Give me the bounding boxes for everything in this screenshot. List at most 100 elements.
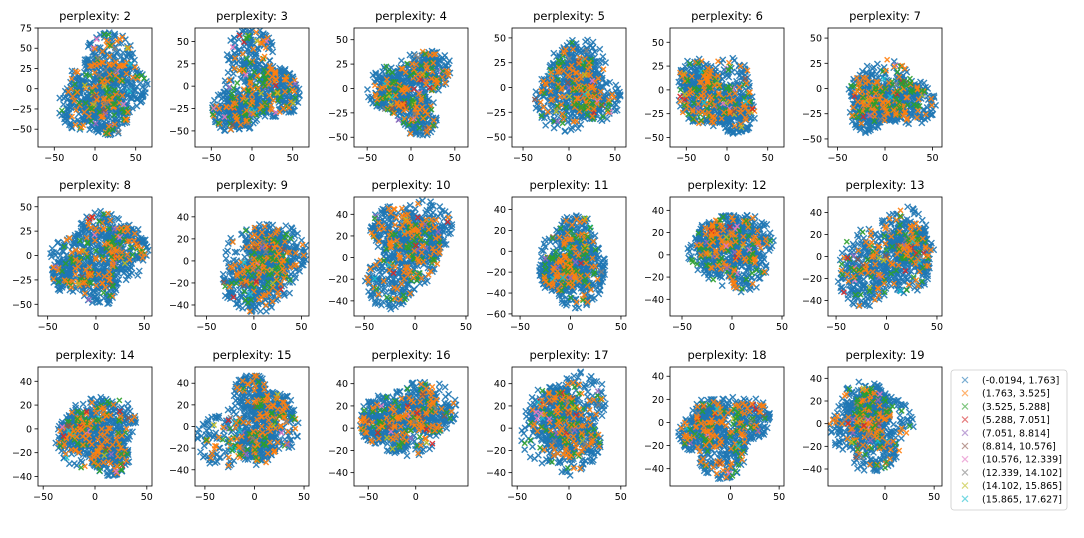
- data-point: [269, 48, 277, 56]
- data-point: [115, 95, 122, 102]
- data-point: [598, 101, 605, 108]
- data-point: [270, 97, 277, 104]
- y-tick-label: −50: [644, 133, 664, 144]
- data-point: [71, 81, 78, 88]
- data-point: [703, 74, 710, 81]
- data-point: [563, 104, 570, 111]
- data-point: [374, 96, 381, 103]
- data-point: [261, 112, 269, 120]
- data-point: [573, 70, 580, 77]
- data-point: [584, 112, 591, 119]
- data-point: [700, 73, 707, 80]
- data-point: [856, 79, 863, 86]
- data-point: [904, 94, 911, 101]
- data-point: [282, 88, 289, 95]
- data-point: [890, 89, 897, 96]
- data-point: [250, 110, 257, 117]
- x-tick-label: 50: [449, 153, 461, 164]
- data-point: [392, 92, 399, 99]
- data-point: [570, 46, 577, 53]
- data-point: [589, 77, 596, 84]
- data-point: [715, 73, 722, 80]
- data-point: [877, 92, 884, 99]
- data-point: [120, 83, 128, 91]
- y-tick-label: −50: [169, 126, 189, 137]
- data-point: [442, 79, 449, 86]
- y-tick-label: 25: [336, 60, 348, 71]
- data-point: [260, 109, 267, 116]
- data-point: [609, 91, 616, 98]
- data-point: [74, 89, 81, 96]
- data-point: [430, 60, 437, 67]
- data-point: [548, 97, 555, 104]
- data-point: [65, 103, 73, 111]
- data-point: [583, 44, 591, 52]
- data-point: [681, 96, 688, 103]
- data-point: [283, 73, 290, 80]
- data-point: [572, 40, 580, 48]
- y-tick-label: −25: [486, 108, 506, 119]
- data-point: [432, 51, 439, 58]
- data-point: [255, 67, 263, 75]
- data-point: [695, 95, 702, 101]
- y-tick-label: 0: [26, 84, 32, 95]
- data-point: [378, 101, 386, 109]
- data-point: [578, 103, 585, 110]
- data-point: [399, 102, 406, 109]
- data-point: [86, 113, 93, 120]
- data-point: [111, 45, 118, 52]
- data-point: [865, 127, 873, 135]
- data-point: [400, 77, 408, 85]
- data-point: [117, 36, 124, 43]
- y-tick-label: 0: [183, 82, 189, 93]
- data-point: [699, 62, 707, 70]
- data-point: [605, 97, 612, 104]
- data-point: [583, 47, 590, 54]
- data-point: [716, 82, 723, 89]
- data-point: [232, 55, 239, 62]
- data-point: [105, 93, 112, 100]
- data-point: [896, 73, 903, 80]
- data-point: [894, 88, 901, 95]
- data-point: [555, 64, 562, 71]
- data-point: [591, 93, 598, 100]
- data-point: [102, 66, 109, 73]
- y-tick-label: −50: [486, 133, 506, 144]
- data-point: [748, 93, 756, 101]
- data-point: [422, 51, 429, 58]
- data-point: [122, 116, 129, 123]
- data-point: [568, 123, 576, 131]
- data-point: [716, 83, 723, 90]
- data-point: [388, 94, 395, 101]
- data-point: [243, 117, 250, 124]
- data-point: [549, 77, 556, 84]
- data-point: [588, 56, 595, 63]
- data-point: [236, 32, 243, 39]
- data-point: [606, 78, 614, 86]
- data-point: [272, 69, 279, 76]
- data-point: [92, 33, 100, 41]
- data-point: [600, 66, 607, 73]
- data-point: [424, 64, 431, 71]
- data-point: [916, 103, 923, 110]
- data-point: [698, 58, 705, 65]
- data-point: [386, 90, 393, 97]
- y-tick-label: 50: [177, 37, 189, 48]
- data-point: [438, 68, 445, 75]
- data-point: [564, 72, 571, 79]
- data-point: [210, 105, 217, 112]
- data-point: [258, 90, 265, 97]
- data-point: [109, 126, 116, 133]
- data-point: [130, 91, 138, 99]
- data-point: [864, 125, 872, 133]
- data-point: [266, 57, 274, 65]
- data-point: [286, 104, 293, 111]
- data-point: [732, 101, 739, 107]
- data-point: [111, 111, 118, 118]
- data-point: [253, 37, 260, 44]
- data-point: [263, 75, 270, 82]
- data-point: [292, 94, 299, 101]
- data-point: [266, 92, 273, 99]
- data-point: [677, 86, 684, 93]
- data-point: [708, 118, 715, 125]
